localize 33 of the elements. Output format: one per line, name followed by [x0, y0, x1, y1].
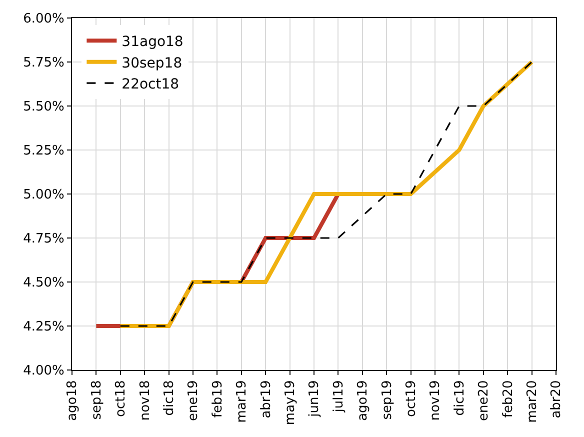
x-tick-label: oct18: [114, 380, 129, 417]
x-tick-label: dic18: [162, 380, 178, 416]
y-tick-label: 4.50%: [23, 276, 64, 291]
x-tick-label: may19: [283, 380, 298, 426]
x-tick-label: mar19: [234, 380, 250, 423]
x-tick-label: abr20: [549, 380, 564, 418]
y-tick-label: 5.25%: [23, 144, 64, 159]
x-tick-label: ago18: [65, 380, 80, 421]
legend-label: 31ago18: [122, 34, 184, 50]
y-tick-label: 5.50%: [23, 100, 64, 115]
y-tick-label: 4.75%: [23, 232, 64, 247]
x-tick-label: abr19: [258, 380, 274, 418]
y-tick-label: 4.25%: [23, 320, 64, 335]
x-tick-label: sep18: [89, 380, 104, 420]
legend-label: 22oct18: [122, 76, 180, 92]
x-tick-label: dic19: [452, 380, 468, 416]
x-tick-label: feb19: [210, 380, 226, 418]
x-tick-label: mar20: [525, 380, 540, 423]
x-tick-label: nov19: [428, 380, 444, 421]
y-tick-label: 5.00%: [23, 188, 64, 203]
legend-label: 30sep18: [122, 55, 182, 72]
x-tick-label: nov18: [138, 380, 153, 421]
x-tick-label: oct19: [404, 380, 420, 417]
x-tick-label: feb20: [500, 380, 516, 418]
x-tick-label: ago19: [356, 380, 371, 421]
x-tick-label: sep19: [380, 380, 395, 420]
x-tick-label: ene19: [186, 380, 202, 421]
x-tick-label: ene20: [476, 380, 492, 421]
x-tick-label: jul19: [331, 380, 346, 414]
y-tick-label: 4.00%: [23, 364, 64, 379]
y-tick-label: 6.00%: [23, 12, 64, 27]
x-tick-label: jun19: [307, 380, 322, 418]
y-tick-label: 5.75%: [23, 56, 64, 71]
